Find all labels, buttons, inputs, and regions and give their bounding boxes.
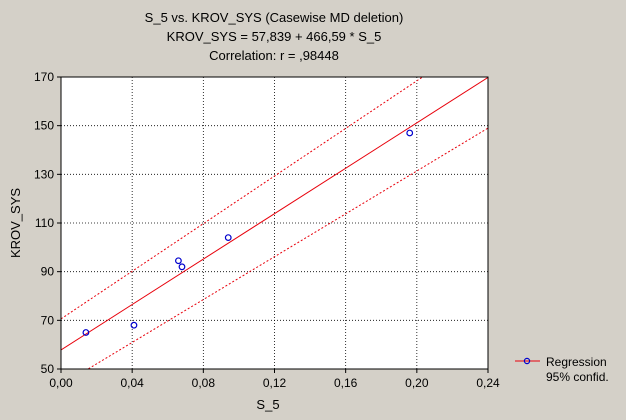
x-tick-label: 0,20 xyxy=(405,376,429,390)
y-axis-label: KROV_SYS xyxy=(8,188,23,258)
regression-line-group xyxy=(61,77,488,351)
legend-point-marker xyxy=(523,357,531,365)
y-tick-label: 170 xyxy=(34,70,54,84)
x-tick-label: 0,16 xyxy=(334,376,358,390)
data-point xyxy=(406,129,414,137)
y-tick-label: 90 xyxy=(41,265,55,279)
data-points xyxy=(82,129,414,336)
x-axis-ticks: 0,00 0,04 0,08 0,12 0,16 0,20 0,24 xyxy=(49,369,500,390)
legend-entry-confidence: 95% confid. xyxy=(546,370,609,384)
data-point xyxy=(178,263,186,271)
y-tick-label: 70 xyxy=(41,313,55,327)
data-point xyxy=(224,234,232,242)
x-tick-label: 0,24 xyxy=(476,376,500,390)
y-tick-label: 150 xyxy=(34,119,54,133)
x-tick-label: 0,08 xyxy=(192,376,216,390)
data-point xyxy=(130,321,138,329)
data-point xyxy=(82,329,90,336)
confidence-lower-line xyxy=(87,127,488,369)
confidence-upper-line xyxy=(61,77,424,320)
x-tick-label: 0,04 xyxy=(120,376,144,390)
x-axis-label: S_5 xyxy=(256,397,279,412)
data-point xyxy=(175,257,182,265)
y-tick-label: 110 xyxy=(35,216,54,230)
x-tick-label: 0,00 xyxy=(49,376,73,390)
chart-title: S_5 vs. KROV_SYS (Casewise MD deletion) xyxy=(144,10,404,25)
y-tick-label: 130 xyxy=(34,167,54,181)
grid-lines xyxy=(61,77,488,369)
x-tick-label: 0,12 xyxy=(263,376,287,390)
chart-correlation: Correlation: r = ,98448 xyxy=(209,48,339,63)
confidence-band xyxy=(61,77,488,369)
legend-entry-regression: Regression xyxy=(546,355,607,369)
chart-subtitle: KROV_SYS = 57,839 + 466,59 * S_5 xyxy=(166,29,382,44)
y-tick-label: 50 xyxy=(41,362,55,376)
regression-line xyxy=(61,77,488,351)
y-axis-ticks: 50 70 90 110 130 150 170 xyxy=(34,70,61,376)
